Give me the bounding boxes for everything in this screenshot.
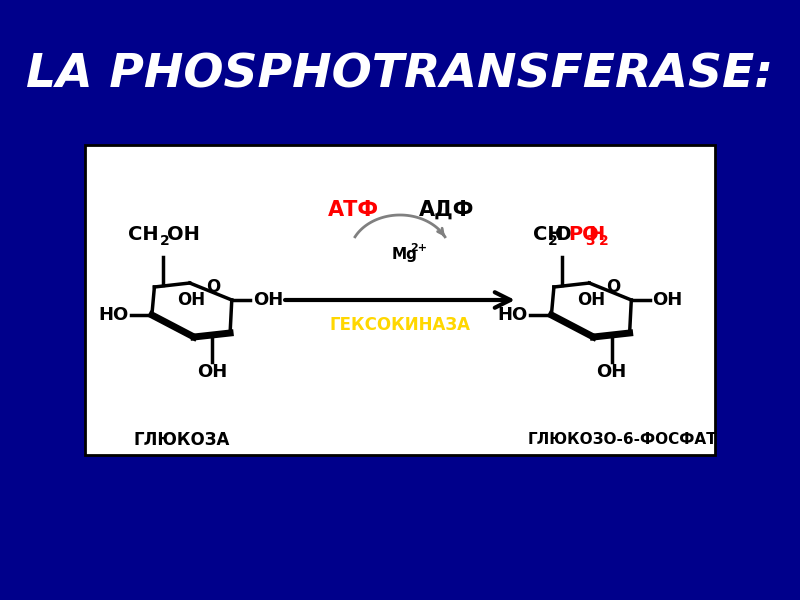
Text: HO: HO (498, 306, 528, 324)
Text: 3: 3 (585, 234, 594, 248)
Text: Mg: Mg (391, 247, 417, 263)
Text: H: H (589, 224, 605, 244)
Text: ГЛЮКОЗА: ГЛЮКОЗА (133, 431, 230, 449)
Text: CH: CH (533, 224, 563, 244)
Text: PO: PO (568, 224, 599, 244)
Text: 2: 2 (160, 234, 170, 248)
FancyBboxPatch shape (85, 145, 715, 455)
Text: O: O (206, 277, 221, 295)
Text: LA PHOSPHOTRANSFERASE:: LA PHOSPHOTRANSFERASE: (26, 52, 774, 97)
Text: OH: OH (253, 291, 283, 309)
Text: ГЕКСОКИНАЗА: ГЕКСОКИНАЗА (330, 316, 470, 334)
Text: O: O (606, 277, 620, 295)
Text: OH: OH (167, 224, 200, 244)
Text: АДФ: АДФ (418, 200, 474, 220)
Text: OH: OH (597, 363, 626, 381)
Text: HO: HO (98, 306, 128, 324)
Text: 2: 2 (599, 234, 609, 248)
Text: OH: OH (652, 291, 682, 309)
Text: 2+: 2+ (410, 243, 427, 253)
Text: 2: 2 (548, 234, 558, 248)
Text: OH: OH (178, 291, 206, 309)
Text: OH: OH (197, 363, 227, 381)
Text: АТФ: АТФ (328, 200, 379, 220)
Text: CH: CH (128, 224, 158, 244)
Text: ГЛЮКОЗО-6-ФОСФАТ: ГЛЮКОЗО-6-ФОСФАТ (528, 433, 718, 448)
Text: O: O (554, 224, 571, 244)
Text: OH: OH (577, 291, 605, 309)
